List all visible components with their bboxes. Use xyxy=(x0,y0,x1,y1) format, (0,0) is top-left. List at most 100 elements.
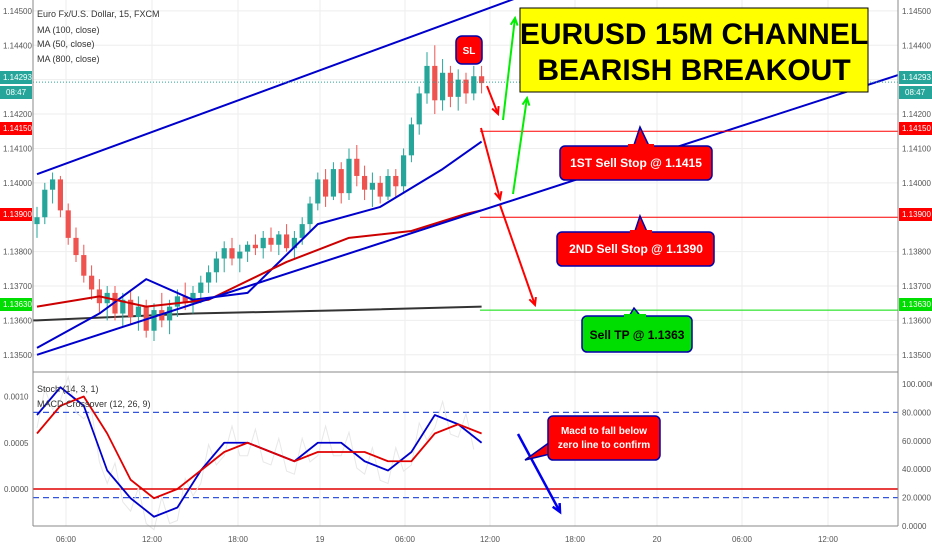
price-box-current: 1.14293 08:47 1.14293 08:47 xyxy=(0,71,932,99)
callout-macd-note: Macd to fall below zero line to confirm xyxy=(524,415,661,461)
time-tick: 06:00 xyxy=(395,535,416,544)
callout-sell-stop-1: 1ST Sell Stop @ 1.1415 xyxy=(559,124,713,181)
moving-averages xyxy=(36,140,483,349)
candle-body xyxy=(315,179,321,204)
stoch-tick-right: 100.0000 xyxy=(902,380,932,389)
macd-tick-left: 0.0010 xyxy=(4,393,29,402)
candle-body xyxy=(268,237,274,245)
candle-body xyxy=(190,292,196,304)
sell-stop-1-label: 1ST Sell Stop @ 1.1415 xyxy=(570,156,702,170)
candle-body xyxy=(120,299,126,314)
stoch-tick-right: 0.0000 xyxy=(902,522,927,531)
sell1-price-left: 1.14150 xyxy=(3,124,32,133)
macd-pane[interactable] xyxy=(33,374,898,531)
candle-body xyxy=(291,237,297,249)
time-tick: 12:00 xyxy=(818,535,839,544)
ma800-legend: MA (800, close) xyxy=(37,54,100,64)
current-price-right: 1.14293 xyxy=(902,73,931,82)
macd-tick-left: 0.0005 xyxy=(4,439,29,448)
candle-body xyxy=(206,272,212,283)
candle-body xyxy=(81,255,87,276)
candle-body xyxy=(416,93,422,125)
ma100-series xyxy=(36,140,483,349)
stoch-tick-right: 60.0000 xyxy=(902,437,931,446)
price-tick-right: 1.13500 xyxy=(902,351,931,360)
time-tick: 12:00 xyxy=(142,535,163,544)
sl-badge: SL xyxy=(455,35,483,65)
price-tick-left: 1.13500 xyxy=(3,351,32,360)
candle-body xyxy=(245,244,251,252)
macd-note-line-1: Macd to fall below xyxy=(561,426,647,437)
candle-body xyxy=(182,296,188,304)
stoch-tick-right: 40.0000 xyxy=(902,465,931,474)
candle-body xyxy=(213,258,219,273)
stoch-tick-right: 80.0000 xyxy=(902,408,931,417)
candle-body xyxy=(463,79,469,94)
ma100-legend: MA (100, close) xyxy=(37,25,100,35)
arrow-down-1-head xyxy=(491,105,500,117)
symbol-label: Euro Fx/U.S. Dollar, 15, FXCM xyxy=(37,9,160,19)
sell2-price-left: 1.13900 xyxy=(3,210,32,219)
candle-body xyxy=(338,169,344,194)
candle-body xyxy=(128,299,134,317)
candle-body xyxy=(447,72,453,97)
ma50-series xyxy=(36,209,482,308)
candle-body xyxy=(401,155,407,187)
sl-label: SL xyxy=(463,46,476,57)
candle-body xyxy=(432,65,438,101)
price-tick-right: 1.14000 xyxy=(902,179,931,188)
candle-body xyxy=(151,310,157,331)
candle-body xyxy=(346,158,352,194)
candle-body xyxy=(284,234,290,249)
time-tick: 06:00 xyxy=(56,535,77,544)
price-box-tp: 1.13630 1.13630 xyxy=(0,298,932,311)
signal-series xyxy=(36,395,482,500)
macd-tick-left: 0.0000 xyxy=(4,485,29,494)
price-tick-right: 1.14100 xyxy=(902,144,931,153)
countdown-right: 08:47 xyxy=(905,88,926,97)
macd-arrow-head xyxy=(551,502,562,515)
arrow-down-1 xyxy=(486,85,499,115)
time-tick: 12:00 xyxy=(480,535,501,544)
candle-body xyxy=(307,203,313,225)
stoch-legend: Stoch (14, 3, 1) xyxy=(37,384,99,394)
current-price-left: 1.14293 xyxy=(3,73,32,82)
candle-body xyxy=(393,175,399,187)
candle-body xyxy=(479,76,485,84)
headline-banner: EURUSD 15M CHANNEL BEARISH BREAKOUT xyxy=(519,7,869,93)
ma50-legend: MA (50, close) xyxy=(37,39,95,49)
time-tick: 18:00 xyxy=(228,535,249,544)
price-tick-left: 1.13800 xyxy=(3,248,32,257)
candle-body xyxy=(260,237,266,249)
candle-body xyxy=(455,79,461,97)
candle-body xyxy=(252,244,258,249)
sell1-price-right: 1.14150 xyxy=(902,124,931,133)
price-tick-right: 1.13700 xyxy=(902,282,931,291)
candle-body xyxy=(354,158,360,176)
candle-body xyxy=(276,234,282,245)
candle-body xyxy=(362,175,368,190)
arrow-up-2-head xyxy=(521,95,531,106)
sell-stop-2-label: 2ND Sell Stop @ 1.1390 xyxy=(569,242,703,256)
arrow-down-2-head xyxy=(494,190,503,202)
headline-line-2: BEARISH BREAKOUT xyxy=(537,54,850,87)
price-tick-right: 1.14200 xyxy=(902,110,931,119)
callout-take-profit: Sell TP @ 1.1363 xyxy=(581,306,693,353)
price-tick-right: 1.14400 xyxy=(902,41,931,50)
channel-lower-line xyxy=(36,74,899,356)
candle-body xyxy=(65,210,71,238)
candle-body xyxy=(198,282,204,293)
arrow-up-1 xyxy=(502,17,516,121)
candle-body xyxy=(89,275,95,290)
price-tick-left: 1.13600 xyxy=(3,316,32,325)
price-box-sell2: 1.13900 1.13900 xyxy=(0,208,932,221)
arrow-down-3-head xyxy=(528,296,537,308)
candle-body xyxy=(174,296,180,307)
tp-price-right: 1.13630 xyxy=(902,300,931,309)
tp-price-left: 1.13630 xyxy=(3,300,32,309)
price-tick-left: 1.14400 xyxy=(3,41,32,50)
time-tick: 20 xyxy=(653,535,662,544)
time-tick: 06:00 xyxy=(732,535,753,544)
price-pane[interactable] xyxy=(33,0,899,356)
